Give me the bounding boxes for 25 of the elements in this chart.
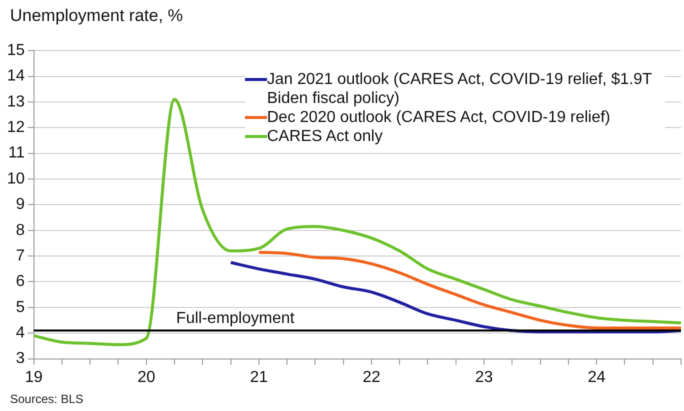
y-tick-label: 10 — [7, 170, 25, 188]
y-tick-label: 8 — [16, 222, 25, 239]
y-tick-label: 4 — [16, 324, 25, 342]
legend-label: Jan 2021 outlook (CARES Act, COVID-19 relief, $1.9T Biden fiscal policy) — [267, 70, 653, 108]
source-note: Sources: BLS — [10, 392, 84, 406]
chart-title: Unemployment rate, % — [10, 6, 183, 26]
x-tick-label: 21 — [250, 368, 268, 386]
x-tick-label: 24 — [588, 368, 606, 386]
ref-line-label: Full-employment — [176, 310, 295, 327]
legend-label: CARES Act only — [267, 127, 383, 146]
y-tick-label: 13 — [7, 93, 25, 110]
y-tick-label: 12 — [7, 119, 25, 136]
y-tick-label: 6 — [16, 273, 25, 290]
x-tick-label: 23 — [475, 368, 494, 386]
y-tick-label: 15 — [7, 42, 25, 60]
y-tick-label: 9 — [16, 196, 25, 214]
y-tick-label: 3 — [16, 350, 25, 368]
x-tick-label: 20 — [137, 368, 156, 386]
legend-label: Dec 2020 outlook (CARES Act, COVID-19 relief) — [267, 108, 610, 127]
y-tick-label: 7 — [16, 247, 25, 264]
x-tick-label: 19 — [24, 368, 43, 386]
x-tick-label: 22 — [362, 368, 380, 386]
y-tick-label: 11 — [8, 144, 25, 162]
y-tick-label: 14 — [7, 68, 25, 85]
y-tick-label: 5 — [16, 298, 25, 316]
